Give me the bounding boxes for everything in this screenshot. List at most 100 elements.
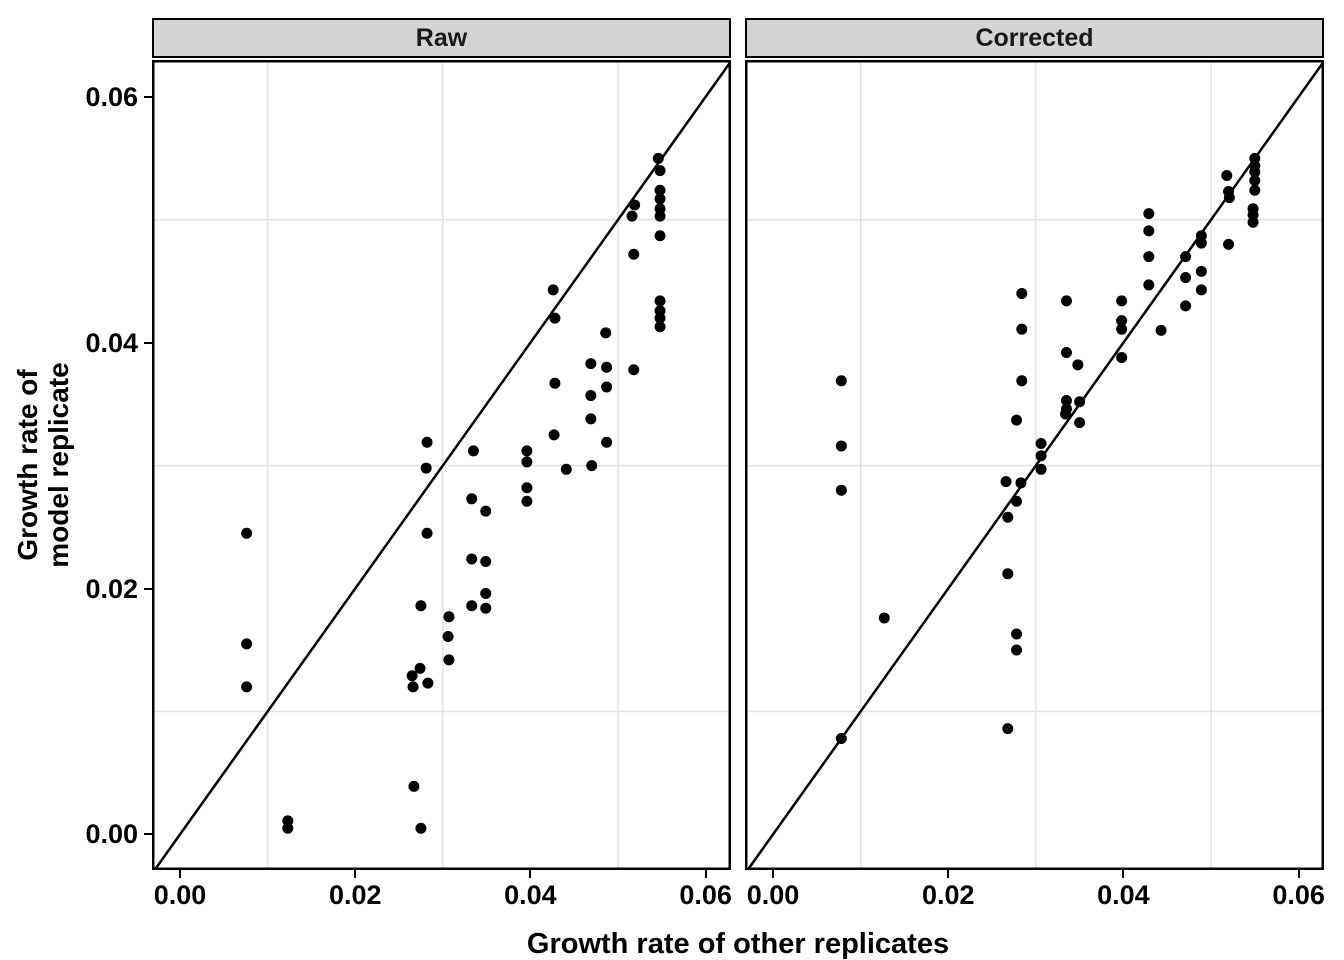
data-point <box>1249 184 1261 196</box>
data-point <box>835 440 847 452</box>
data-point <box>1016 323 1028 335</box>
data-point <box>654 230 666 242</box>
x-tick-label: 0.06 <box>679 880 732 910</box>
facet-strip-corrected: Corrected <box>745 18 1324 58</box>
data-point <box>1060 295 1072 307</box>
x-tick-mark <box>179 870 182 878</box>
identity-reference-line <box>153 60 731 870</box>
data-point <box>443 611 455 623</box>
data-point <box>480 505 492 517</box>
data-point <box>1143 208 1155 220</box>
data-point <box>1060 394 1072 406</box>
data-point <box>1116 323 1128 335</box>
data-point <box>1116 351 1128 363</box>
data-point <box>1180 251 1192 263</box>
data-point <box>241 527 253 539</box>
data-point <box>586 460 598 472</box>
facet-strip-raw-label: Raw <box>415 23 468 52</box>
data-point <box>1195 284 1207 296</box>
data-point <box>1223 192 1235 204</box>
facet-strip-raw: Raw <box>152 18 731 58</box>
data-point <box>1074 396 1086 408</box>
x-tick-mark <box>1297 870 1300 878</box>
data-point <box>241 638 253 650</box>
data-point <box>549 312 561 324</box>
data-point <box>628 248 640 260</box>
data-point <box>654 184 666 196</box>
x-tick-mark <box>1122 870 1125 878</box>
data-point <box>585 413 597 425</box>
data-point <box>1195 237 1207 249</box>
data-point <box>1143 225 1155 237</box>
data-point <box>1249 166 1261 178</box>
data-point <box>878 612 890 624</box>
data-point <box>1221 170 1233 182</box>
data-point <box>585 358 597 370</box>
y-axis-title-line1: Growth rate of <box>12 369 43 561</box>
y-tick-mark <box>144 833 152 836</box>
data-point <box>421 436 433 448</box>
scatter-panel-raw <box>152 60 731 870</box>
y-tick-mark <box>144 587 152 590</box>
y-tick-label: 0.00 <box>85 819 138 850</box>
data-point <box>282 822 294 834</box>
data-point <box>414 662 426 674</box>
data-point <box>1035 450 1047 462</box>
data-point <box>560 463 572 475</box>
data-point <box>1060 347 1072 359</box>
data-point <box>1060 408 1072 420</box>
data-point <box>1143 251 1155 263</box>
data-point <box>521 495 533 507</box>
data-point <box>835 375 847 387</box>
data-point <box>407 681 419 693</box>
data-point <box>547 284 559 296</box>
x-tick-mark <box>772 870 775 878</box>
y-tick-mark <box>144 341 152 344</box>
x-tick-label: 0.06 <box>1272 880 1325 910</box>
data-point <box>415 822 427 834</box>
data-point <box>1002 568 1014 580</box>
y-tick-label: 0.06 <box>85 81 138 112</box>
data-point <box>408 780 420 792</box>
data-point <box>1011 628 1023 640</box>
data-point <box>415 600 427 612</box>
data-point <box>585 390 597 402</box>
data-point <box>480 602 492 614</box>
data-point <box>600 327 612 339</box>
data-point <box>1223 238 1235 250</box>
data-point <box>835 484 847 496</box>
data-point <box>549 377 561 389</box>
data-point <box>1116 315 1128 327</box>
x-tick-label: 0.00 <box>153 880 207 910</box>
x-tick-label: 0.02 <box>328 880 382 910</box>
data-point <box>601 381 613 393</box>
data-point <box>628 364 640 376</box>
x-tick-mark <box>947 870 950 878</box>
data-point <box>421 527 433 539</box>
data-point <box>1247 216 1259 228</box>
data-point <box>1072 359 1084 371</box>
y-axis-title-line2: model replicate <box>43 362 74 568</box>
data-point <box>467 445 479 457</box>
data-point <box>654 165 666 177</box>
data-point <box>654 321 666 333</box>
data-point <box>1015 477 1027 489</box>
y-tick-label: 0.04 <box>85 327 138 358</box>
data-point <box>835 732 847 744</box>
data-point <box>1016 375 1028 387</box>
data-point <box>601 436 613 448</box>
x-tick-mark <box>354 870 357 878</box>
data-point <box>626 210 638 222</box>
x-axis-title: Growth rate of other replicates <box>526 928 950 960</box>
data-point <box>420 462 432 474</box>
data-point <box>1180 300 1192 312</box>
data-point <box>601 361 613 373</box>
data-point <box>1116 295 1128 307</box>
scatter-panel-corrected <box>745 60 1324 870</box>
data-point <box>1002 723 1014 735</box>
data-point <box>1011 495 1023 507</box>
data-point <box>654 210 666 222</box>
data-point <box>1249 174 1261 186</box>
data-point <box>241 681 253 693</box>
